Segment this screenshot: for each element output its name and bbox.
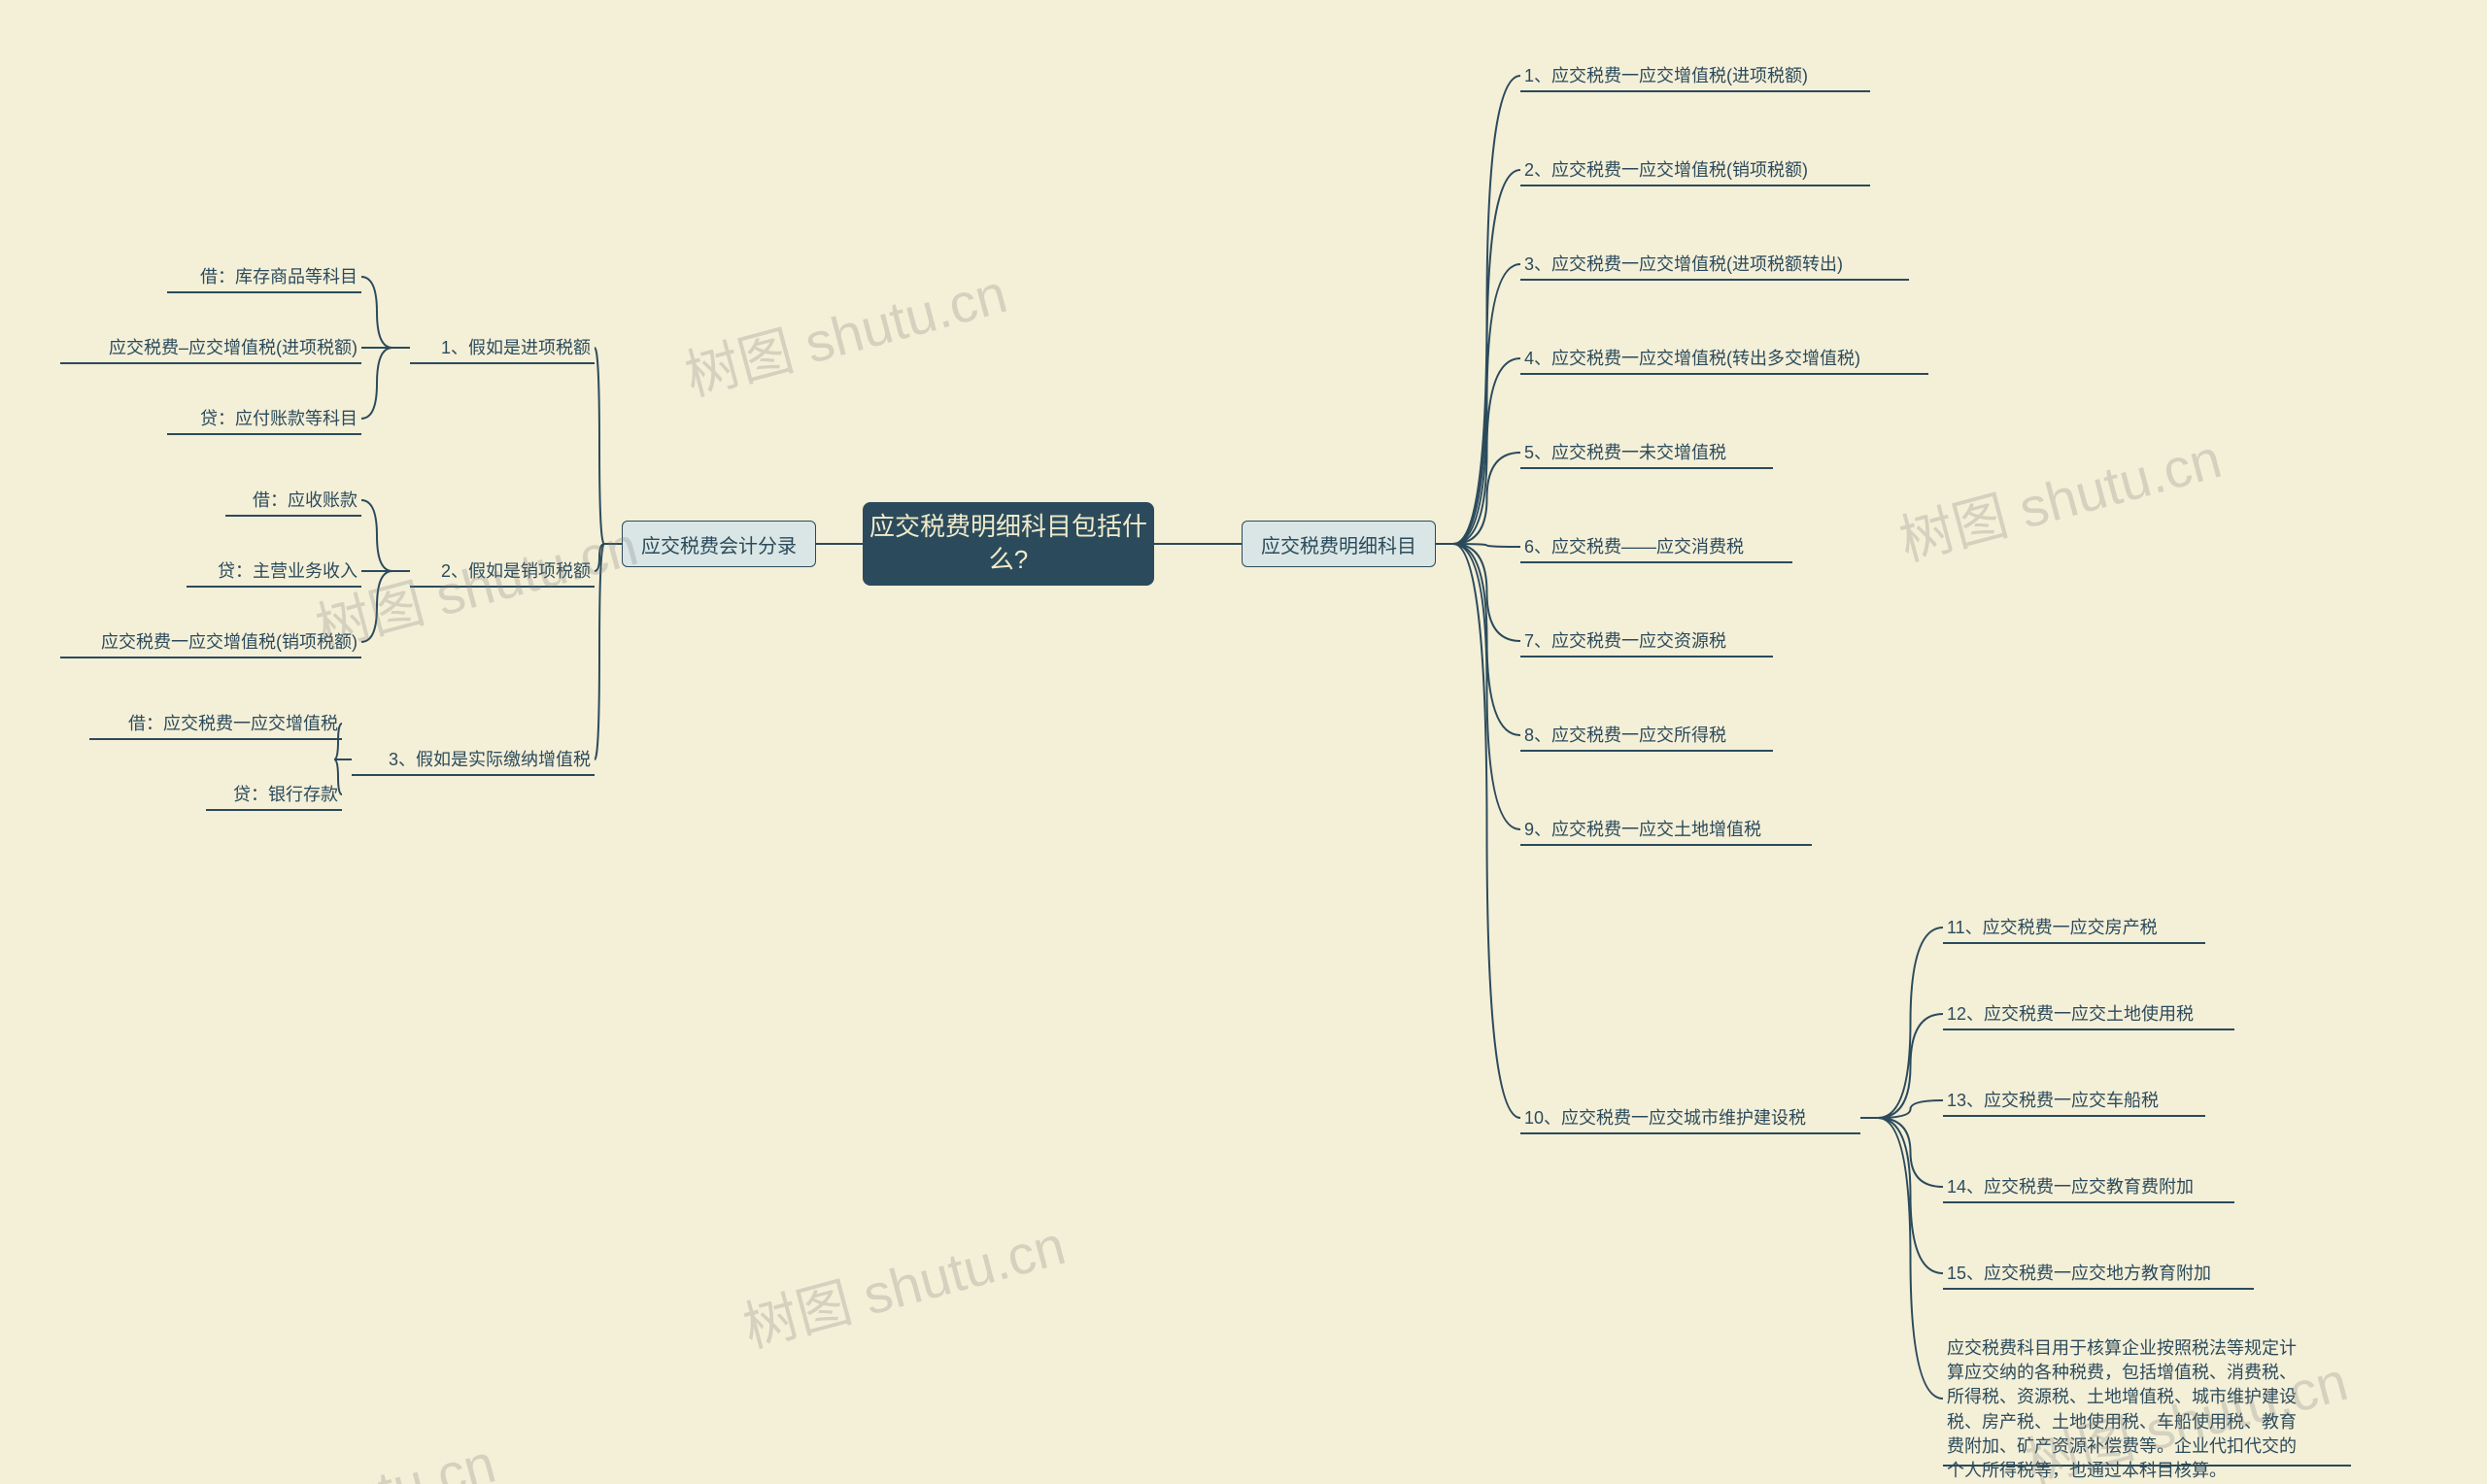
branch-right: 应交税费明细科目 xyxy=(1242,521,1436,567)
right-leaf-5: 6、应交税费——应交消费税 xyxy=(1520,530,1792,563)
right-leaf-3: 4、应交税费一应交增值税(转出多交增值税) xyxy=(1520,342,1928,375)
watermark-3: 树图 shutu.cn xyxy=(733,1201,1073,1363)
right-leaf-9: 10、应交税费一应交城市维护建设税 xyxy=(1520,1101,1860,1134)
right-leaf-9-2: 13、应交税费一应交车船税 xyxy=(1943,1084,2205,1117)
left-leaf-2-1: 贷：银行存款 xyxy=(206,778,342,811)
mindmap-canvas: 应交税费明细科目包括什 么? 应交税费明细科目 1、应交税费一应交增值税(进项税额)… xyxy=(0,0,2487,1484)
left-leaf-1-2: 应交税费一应交增值税(销项税额) xyxy=(60,625,361,658)
watermark-2: 树图 shutu.cn xyxy=(1890,415,2229,576)
left-leaf-0-2: 贷：应付账款等科目 xyxy=(167,402,361,435)
left-leaf-2-0: 借：应交税费一应交增值税 xyxy=(89,707,342,740)
right-leaf-4: 5、应交税费一未交增值税 xyxy=(1520,436,1773,469)
right-leaf-9-3: 14、应交税费一应交教育费附加 xyxy=(1943,1170,2234,1203)
right-leaf-9-5: 应交税费科目用于核算企业按照税法等规定计 算应交纳的各种税费，包括增值税、消费税… xyxy=(1943,1331,2351,1467)
right-leaf-8: 9、应交税费一应交土地增值税 xyxy=(1520,813,1812,846)
right-leaf-9-4: 15、应交税费一应交地方教育附加 xyxy=(1943,1257,2254,1290)
left-leaf-0: 1、假如是进项税额 xyxy=(410,331,595,364)
root-node: 应交税费明细科目包括什 么? xyxy=(863,502,1154,586)
right-leaf-6: 7、应交税费一应交资源税 xyxy=(1520,624,1773,658)
right-leaf-9-1: 12、应交税费一应交土地使用税 xyxy=(1943,997,2234,1030)
watermark-1: 树图 shutu.cn xyxy=(675,250,1014,411)
left-leaf-1-1: 贷：主营业务收入 xyxy=(187,555,361,588)
left-leaf-0-0: 借：库存商品等科目 xyxy=(167,260,361,293)
left-leaf-0-1: 应交税费–应交增值税(进项税额) xyxy=(60,331,361,364)
left-leaf-1-0: 借：应收账款 xyxy=(225,484,361,517)
right-leaf-7: 8、应交税费一应交所得税 xyxy=(1520,719,1773,752)
watermark-4: shutu.cn xyxy=(287,1432,501,1484)
left-leaf-1: 2、假如是销项税额 xyxy=(410,555,595,588)
right-leaf-9-0: 11、应交税费一应交房产税 xyxy=(1943,911,2205,944)
right-leaf-2: 3、应交税费一应交增值税(进项税额转出) xyxy=(1520,248,1909,281)
right-leaf-1: 2、应交税费一应交增值税(销项税额) xyxy=(1520,153,1870,186)
left-leaf-2: 3、假如是实际缴纳增值税 xyxy=(352,743,595,776)
branch-left: 应交税费会计分录 xyxy=(622,521,816,567)
right-leaf-0: 1、应交税费一应交增值税(进项税额) xyxy=(1520,59,1870,92)
